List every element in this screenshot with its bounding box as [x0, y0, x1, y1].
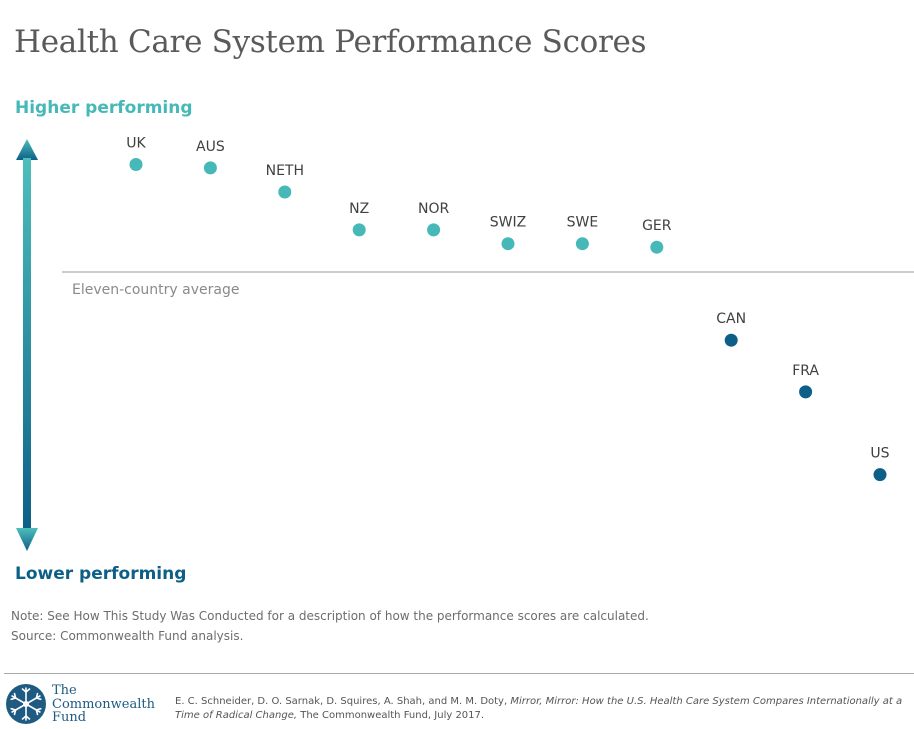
point-aus: [203, 161, 217, 175]
logo-line-1: The: [52, 683, 77, 698]
logo-line-2: Commonwealth: [52, 696, 155, 712]
point-fra: [799, 385, 813, 399]
arrow-shaft: [23, 158, 31, 531]
citation-publisher: The Commonwealth Fund, July 2017.: [297, 710, 485, 721]
vertical-arrow: [16, 139, 38, 551]
point-nor: [427, 223, 441, 237]
point-label-aus: AUS: [196, 139, 225, 155]
point-label-can: CAN: [716, 311, 746, 327]
point-can: [724, 333, 738, 347]
logo-wordmark: The Commonwealth Fund: [52, 684, 155, 725]
data-points: UK AUS NETH NZ NOR SWIZ SWE GER CAN FRA US: [126, 136, 890, 482]
point-label-us: US: [870, 446, 889, 462]
snowflake-logo-icon: [6, 684, 46, 724]
source-text: Source: Commonwealth Fund analysis.: [11, 629, 244, 643]
point-label-uk: UK: [126, 136, 146, 152]
point-neth: [278, 185, 292, 199]
arrow-head-up: [16, 139, 38, 160]
point-label-ger: GER: [642, 218, 672, 234]
point-label-nor: NOR: [418, 201, 449, 217]
performance-chart: Eleven-country average UK AUS NETH NZ NOR SWI…: [16, 136, 914, 551]
logo-line-3: Fund: [52, 710, 87, 725]
average-line-label: Eleven-country average: [72, 282, 239, 298]
point-swe: [575, 237, 589, 251]
citation-title: Mirror, Mirror: How the U.S. Health Care…: [175, 696, 903, 721]
footer-divider: [4, 673, 914, 674]
point-uk: [129, 158, 143, 171]
point-swiz: [501, 237, 515, 251]
note-text: Note: See How This Study Was Conducted f…: [11, 609, 649, 623]
citation-authors: E. C. Schneider, D. O. Sarnak, D. Squire…: [175, 696, 511, 707]
point-label-fra: FRA: [792, 363, 819, 379]
point-label-neth: NETH: [266, 163, 304, 179]
point-us: [873, 468, 887, 482]
point-label-swiz: SWIZ: [490, 215, 526, 231]
chart-title: Health Care System Performance Scores: [14, 24, 647, 60]
point-label-swe: SWE: [567, 215, 599, 231]
lower-performing-label: Lower performing: [15, 564, 187, 584]
arrow-head-down: [16, 528, 38, 551]
higher-performing-label: Higher performing: [15, 98, 193, 118]
point-label-nz: NZ: [349, 201, 369, 217]
point-ger: [650, 240, 664, 254]
citation: E. C. Schneider, D. O. Sarnak, D. Squire…: [175, 695, 910, 723]
notes: Note: See How This Study Was Conducted f…: [11, 606, 649, 646]
point-nz: [352, 223, 366, 237]
